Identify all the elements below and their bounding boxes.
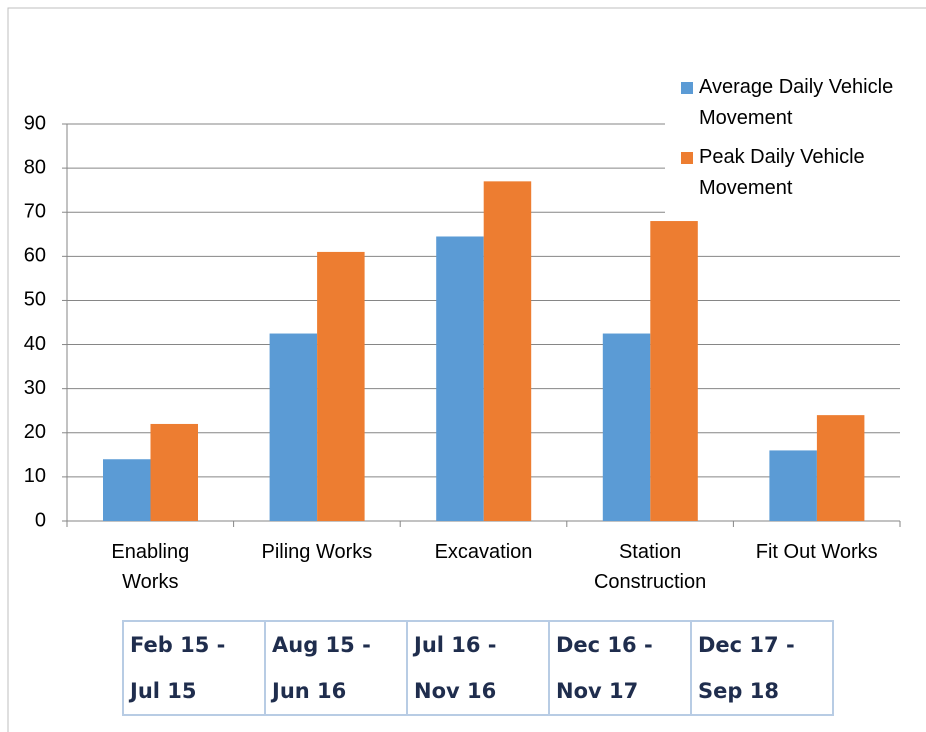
y-tick-label: 50 (24, 289, 46, 311)
table-cell: Dec 17 - (690, 621, 834, 668)
table-cell: Feb 15 - (122, 621, 266, 668)
y-tick-label: 10 (24, 465, 46, 487)
bar (816, 415, 865, 521)
table-row: Jul 15 Jun 16 Nov 16 Nov 17 Sep 18 (122, 668, 834, 715)
y-tick-label: 90 (24, 112, 46, 134)
date-table: Feb 15 - Aug 15 - Jul 16 - Dec 16 - Dec 17 -… (122, 620, 834, 716)
bar (602, 333, 651, 521)
legend-swatch (681, 82, 693, 94)
x-tick-label: Fit Out Works (756, 541, 878, 563)
y-tick-label: 80 (24, 156, 46, 178)
x-tick-label: Enabling Works (111, 541, 189, 593)
legend-label: Peak Daily Vehicle Movement (699, 146, 865, 199)
y-tick-label: 40 (24, 333, 46, 355)
y-tick-label: 70 (24, 201, 46, 223)
table-cell: Jul 15 (122, 668, 266, 715)
bar (269, 333, 318, 521)
x-tick-label: Piling Works (262, 541, 373, 563)
y-tick-label: 20 (24, 421, 46, 443)
x-tick-label: Excavation (435, 541, 533, 563)
table-cell: Jun 16 (264, 668, 408, 715)
table-cell: Nov 17 (548, 668, 692, 715)
bar (483, 181, 532, 521)
table-cell: Dec 16 - (548, 621, 692, 668)
chart-frame (7, 7, 926, 732)
table-body: Feb 15 - Aug 15 - Jul 16 - Dec 16 - Dec 17 -… (122, 621, 834, 715)
y-tick-label: 60 (24, 245, 46, 267)
table-row: Feb 15 - Aug 15 - Jul 16 - Dec 16 - Dec 17 - (122, 621, 834, 668)
bar (150, 423, 198, 521)
bar (650, 221, 698, 522)
bar (436, 236, 484, 521)
bar (103, 459, 151, 521)
table-cell: Aug 15 - (264, 621, 408, 668)
x-tick-label: Station Construction (594, 541, 706, 593)
y-tick-label: 0 (35, 509, 46, 531)
table-cell: Sep 18 (690, 668, 834, 715)
legend-swatch (681, 152, 693, 164)
table-cell: Jul 16 - (406, 621, 550, 668)
table-cell: Nov 16 (406, 668, 550, 715)
y-tick-label: 30 (24, 377, 46, 399)
legend-background (665, 68, 926, 214)
legend-label: Average Daily Vehicle Movement (699, 76, 893, 129)
bar (317, 251, 365, 521)
legend: Average Daily Vehicle Movement Peak Daily … (665, 68, 926, 214)
bar (769, 450, 817, 521)
